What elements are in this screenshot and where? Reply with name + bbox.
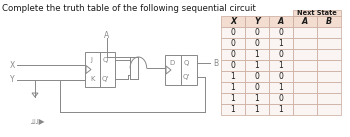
Bar [317,82,341,93]
Bar [221,16,245,27]
Bar [293,60,317,71]
Bar [317,60,341,71]
Text: 1: 1 [231,94,235,103]
Text: 0: 0 [231,28,236,37]
Text: Q': Q' [183,74,190,80]
Bar [130,57,138,79]
Bar [317,27,341,38]
Bar [293,10,341,16]
Bar [221,82,245,93]
Bar [165,55,197,85]
Text: 1: 1 [279,83,284,92]
Bar [317,16,341,27]
Text: Q: Q [103,57,108,63]
Bar [245,27,269,38]
Bar [317,104,341,115]
Text: 1: 1 [255,61,259,70]
Polygon shape [32,93,38,97]
Text: Q: Q [184,60,189,66]
Bar [269,71,293,82]
Text: 1: 1 [279,61,284,70]
Bar [85,52,115,87]
Text: Q': Q' [102,76,109,82]
Text: 0: 0 [254,39,259,48]
Text: 0: 0 [279,50,284,59]
Bar [221,49,245,60]
Text: 0: 0 [254,83,259,92]
Polygon shape [166,66,171,74]
Bar [293,71,317,82]
Text: 0: 0 [231,39,236,48]
Bar [293,93,317,104]
Bar [293,38,317,49]
Bar [269,104,293,115]
Text: Complete the truth table of the following sequential circuit: Complete the truth table of the followin… [2,4,256,13]
Text: 0: 0 [231,50,236,59]
Text: 1: 1 [255,50,259,59]
Bar [269,82,293,93]
Bar [245,93,269,104]
Bar [269,16,293,27]
Text: J: J [90,57,92,63]
Text: 1: 1 [231,72,235,81]
Text: 1: 1 [279,39,284,48]
Text: 0: 0 [279,94,284,103]
Text: 0: 0 [279,28,284,37]
Bar [245,38,269,49]
Bar [269,27,293,38]
Bar [245,16,269,27]
Bar [293,49,317,60]
Text: Y: Y [10,75,14,85]
Text: 1: 1 [231,105,235,114]
Text: 0: 0 [254,72,259,81]
Bar [317,71,341,82]
Text: 0: 0 [279,72,284,81]
Bar [245,104,269,115]
Bar [269,49,293,60]
Text: B: B [326,17,332,26]
Bar [221,71,245,82]
Text: K: K [90,76,94,82]
Bar [293,16,317,27]
Bar [269,60,293,71]
Text: 1: 1 [255,94,259,103]
Text: 1: 1 [231,83,235,92]
Bar [221,104,245,115]
Bar [293,82,317,93]
Text: Next State: Next State [297,10,337,16]
Text: ᴊᴊᴊ▶: ᴊᴊᴊ▶ [30,118,44,126]
Text: 1: 1 [255,105,259,114]
Text: 1: 1 [279,105,284,114]
Bar [245,49,269,60]
Bar [269,93,293,104]
Polygon shape [86,65,91,73]
Text: Y: Y [254,17,260,26]
Bar [221,38,245,49]
Text: A: A [278,17,284,26]
Text: 0: 0 [231,61,236,70]
Bar [245,82,269,93]
Bar [221,27,245,38]
Bar [221,60,245,71]
Bar [317,93,341,104]
Bar [293,27,317,38]
Text: A: A [302,17,308,26]
Text: B: B [213,58,218,68]
Text: A: A [104,31,110,39]
Text: X: X [230,17,236,26]
Bar [293,104,317,115]
Bar [245,71,269,82]
Text: 0: 0 [254,28,259,37]
Bar [245,60,269,71]
Bar [221,93,245,104]
Bar [269,38,293,49]
Bar [317,49,341,60]
Bar [317,38,341,49]
Text: D: D [169,60,174,66]
Text: X: X [9,61,15,69]
